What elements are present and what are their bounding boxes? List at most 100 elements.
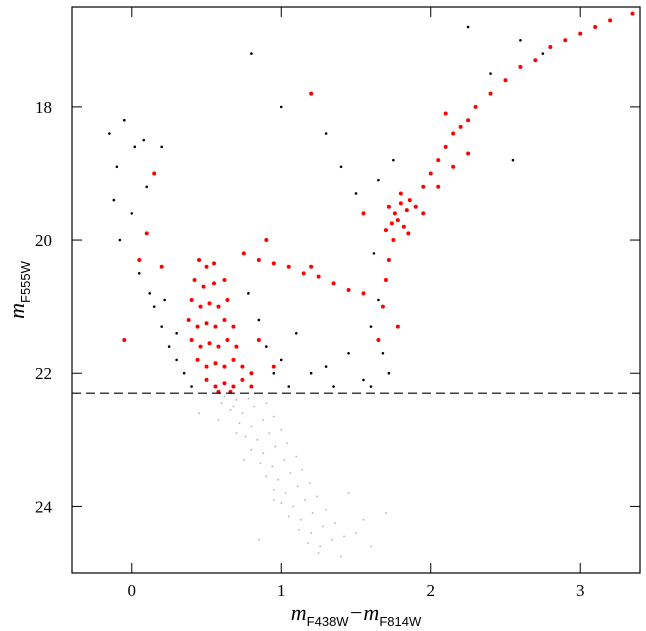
data-point [212, 281, 216, 286]
data-point [204, 364, 209, 369]
data-point [108, 132, 111, 135]
data-point [148, 292, 152, 295]
data-point [145, 185, 149, 189]
data-point [294, 331, 298, 335]
data-point [332, 385, 335, 388]
data-point [118, 238, 122, 242]
data-point [253, 405, 256, 408]
data-point [299, 518, 302, 521]
data-point [213, 324, 218, 329]
data-point [451, 131, 456, 136]
data-point [404, 208, 409, 213]
data-point [235, 398, 238, 401]
data-point [325, 508, 328, 511]
data-point [406, 231, 411, 236]
data-point [316, 274, 321, 279]
data-point [213, 384, 218, 389]
data-point [234, 344, 239, 349]
y-tick-label: 24 [35, 497, 53, 516]
data-point [369, 385, 373, 388]
data-point [347, 351, 350, 355]
data-point [421, 184, 426, 189]
data-point [608, 18, 613, 23]
data-point [279, 358, 283, 362]
data-point [362, 378, 365, 382]
data-point [160, 325, 163, 328]
data-point [334, 522, 336, 524]
data-point [376, 337, 381, 342]
data-point [289, 472, 292, 475]
data-point [383, 228, 388, 233]
data-point [265, 402, 268, 405]
data-point [195, 324, 200, 329]
data-point [250, 425, 253, 428]
data-point [240, 364, 245, 369]
data-point [231, 324, 236, 329]
data-point [271, 465, 274, 468]
data-point [123, 118, 126, 122]
data-point [310, 532, 313, 534]
data-point [369, 325, 373, 328]
data-point [231, 384, 236, 389]
data-point [175, 331, 178, 335]
x-tick-label: 0 [128, 581, 137, 600]
data-point [198, 412, 200, 415]
data-point [386, 204, 391, 209]
data-point [287, 515, 290, 518]
data-point [309, 371, 313, 375]
data-point [292, 505, 295, 508]
data-point [220, 402, 223, 405]
data-point [241, 412, 244, 415]
data-point [268, 432, 271, 435]
data-point [182, 371, 186, 375]
data-point [223, 395, 226, 398]
data-point [122, 337, 127, 342]
data-point [401, 224, 406, 229]
data-point [503, 78, 508, 83]
data-point [272, 498, 275, 501]
data-point [340, 555, 342, 558]
y-axis-label: mF555W [4, 260, 33, 319]
data-point [271, 364, 276, 369]
data-point [407, 198, 412, 203]
data-point [511, 158, 515, 162]
data-point [159, 264, 164, 269]
data-point [319, 545, 322, 548]
data-point [271, 261, 276, 266]
data-point [317, 552, 320, 554]
axis-label-part: m [4, 303, 29, 319]
data-point [380, 304, 385, 309]
data-point [133, 145, 137, 149]
data-point [361, 291, 366, 296]
data-point [489, 72, 492, 75]
data-point [398, 191, 403, 196]
data-point [259, 462, 262, 465]
data-point [395, 324, 400, 329]
data-point [301, 271, 306, 276]
data-point [280, 428, 283, 431]
data-point [298, 528, 301, 531]
data-point [189, 297, 194, 302]
y-tick-label: 18 [35, 98, 52, 117]
data-point [384, 512, 387, 514]
data-point [257, 318, 261, 322]
axis-label-part: F555W [18, 260, 33, 303]
data-point [421, 211, 426, 216]
data-point [262, 418, 265, 421]
data-point [272, 371, 276, 375]
data-point [204, 377, 209, 382]
data-point [222, 381, 227, 386]
data-point [265, 345, 268, 348]
axis-label-part: m [291, 600, 307, 625]
data-point [389, 221, 394, 226]
data-point [436, 158, 441, 163]
data-point [115, 165, 119, 169]
data-point [304, 498, 307, 501]
data-point [130, 212, 134, 215]
data-point [383, 278, 388, 283]
data-point [361, 211, 366, 216]
data-point [372, 252, 376, 255]
data-point [343, 535, 345, 538]
data-point [207, 301, 212, 306]
